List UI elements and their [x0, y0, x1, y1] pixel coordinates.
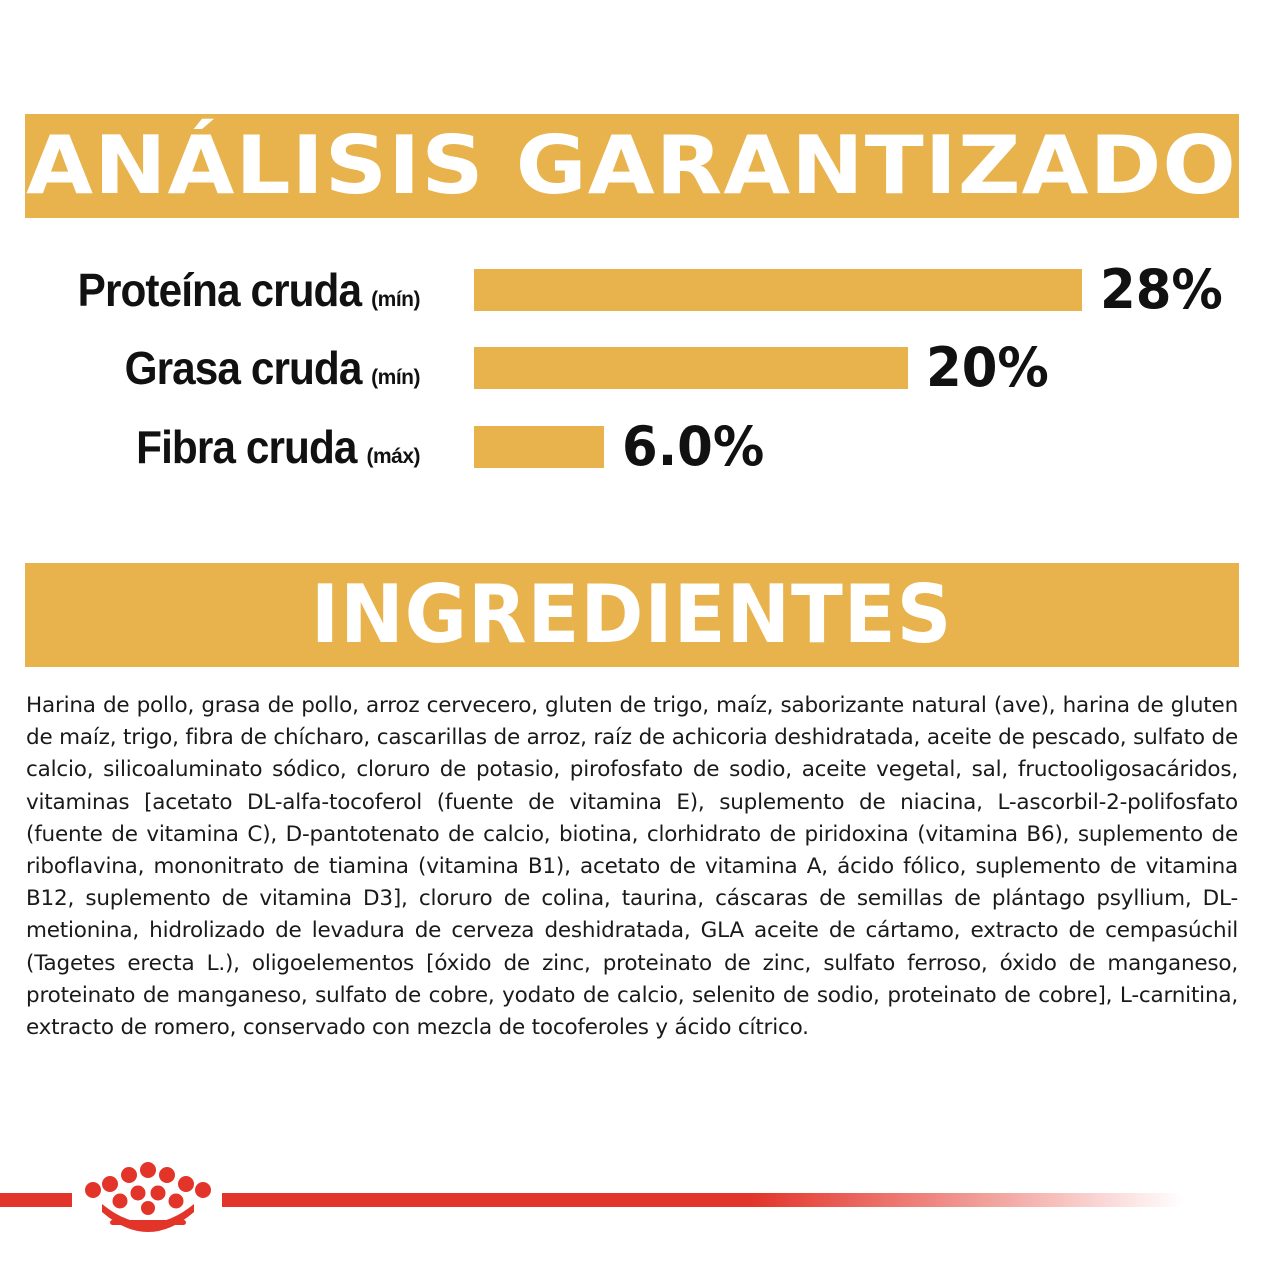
- nutrient-qualifier: (máx): [366, 445, 420, 468]
- royal-canin-crown-icon: [85, 1162, 211, 1232]
- analysis-banner: ANÁLISIS GARANTIZADO: [25, 114, 1239, 218]
- nutrient-bar: [474, 347, 908, 389]
- ingredients-banner: INGREDIENTES: [25, 563, 1239, 667]
- nutrient-qualifier: (mín): [371, 366, 420, 389]
- nutrient-bar-track: [474, 426, 1234, 468]
- footer-line-left: [0, 1193, 72, 1207]
- nutrient-label: Grasa cruda (mín): [104, 338, 420, 398]
- footer-line-right: [222, 1193, 1184, 1207]
- analysis-title: ANÁLISIS GARANTIZADO: [26, 119, 1238, 212]
- nutrient-row-protein: Proteína cruda (mín) 28%: [0, 260, 1268, 320]
- nutrient-bar-track: [474, 269, 1234, 311]
- nutrient-bar: [474, 426, 604, 468]
- nutrient-name: Proteína cruda: [77, 264, 362, 316]
- nutrient-label: Fibra cruda (máx): [117, 417, 420, 477]
- ingredients-text: Harina de pollo, grasa de pollo, arroz c…: [26, 693, 1238, 1041]
- nutrient-label: Proteína cruda (mín): [53, 260, 421, 320]
- nutrient-value: 20%: [926, 336, 1049, 399]
- nutrient-row-fat: Grasa cruda (mín) 20%: [0, 338, 1268, 398]
- nutrient-qualifier: (mín): [371, 288, 420, 311]
- nutrient-row-fiber: Fibra cruda (máx) 6.0%: [0, 417, 1268, 477]
- nutrient-name: Grasa cruda: [124, 342, 362, 394]
- ingredients-title: INGREDIENTES: [311, 568, 953, 661]
- nutrient-name: Fibra cruda: [136, 421, 357, 473]
- nutrient-bar: [474, 269, 1082, 311]
- nutrient-bar-track: [474, 347, 1234, 389]
- nutrient-value: 28%: [1100, 258, 1223, 321]
- nutrient-value: 6.0%: [622, 415, 765, 478]
